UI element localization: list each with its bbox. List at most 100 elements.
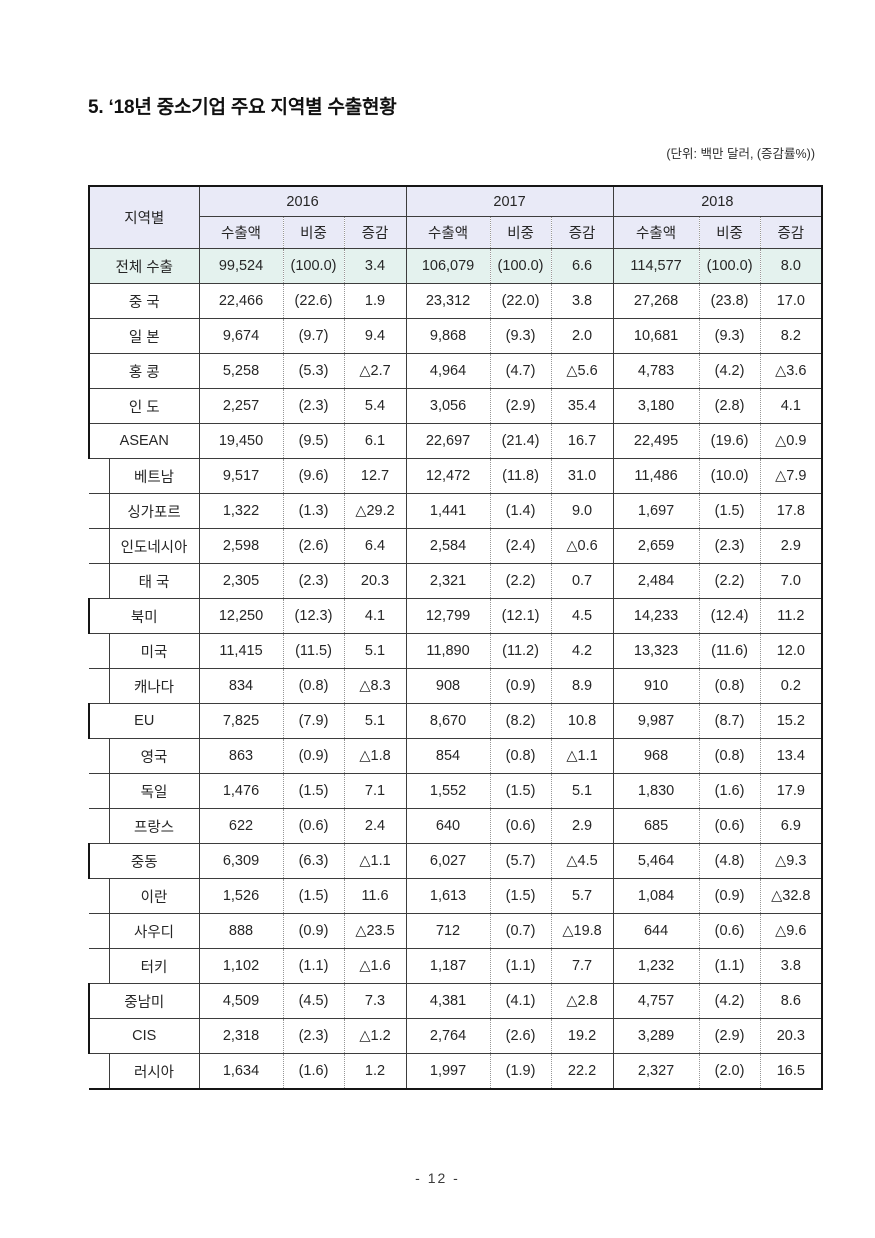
- value-cell: 3.8: [550, 283, 614, 319]
- value-cell: △1.8: [343, 738, 407, 774]
- value-cell: (23.8): [698, 283, 761, 319]
- region-cell: 캐나다: [108, 668, 200, 704]
- table-row: EU 7,825 (7.9) 5.1 8,670 (8.2) 10.8 9,987 (8.7) 1…: [88, 703, 824, 739]
- region-cell: CIS: [88, 1018, 200, 1054]
- value-cell: △9.3: [759, 843, 824, 879]
- value-cell: (2.9): [489, 388, 552, 424]
- value-cell: △4.5: [550, 843, 614, 879]
- value-cell: 11,890: [405, 633, 491, 669]
- table-row: 러시아 1,634 (1.6) 1.2 1,997 (1.9) 22.2 2,327 (2.0)…: [89, 1053, 824, 1090]
- value-cell: 2,257: [198, 388, 283, 424]
- value-cell: 17.0: [759, 283, 824, 319]
- value-cell: 6.4: [343, 528, 407, 564]
- col-header-change: 증감: [343, 216, 407, 249]
- value-cell: 4,509: [198, 983, 283, 1019]
- value-cell: 10.8: [550, 703, 614, 739]
- value-cell: 17.9: [759, 773, 824, 809]
- region-header-cell: 지역별: [88, 185, 200, 249]
- value-cell: (7.9): [282, 703, 344, 739]
- value-cell: (5.7): [489, 843, 552, 879]
- region-cell: EU: [88, 703, 200, 739]
- value-cell: (1.5): [489, 773, 552, 809]
- table-row: 사우디 888 (0.9) △23.5 712 (0.7) △19.8 644 (0.6) △9.…: [89, 913, 824, 949]
- value-cell: 1,322: [198, 493, 283, 529]
- value-cell: △29.2: [343, 493, 407, 529]
- header-row-years: 지역별 2016 2017 2018: [88, 185, 824, 249]
- value-cell: (5.3): [282, 353, 344, 389]
- value-cell: 11.2: [759, 598, 824, 634]
- col-header-share: 비중: [282, 216, 344, 249]
- value-cell: 1,102: [198, 948, 283, 984]
- value-cell: 1,634: [198, 1053, 283, 1090]
- table-row: 이란 1,526 (1.5) 11.6 1,613 (1.5) 5.7 1,084 (0.9) △…: [89, 878, 824, 914]
- value-cell: 2.9: [759, 528, 824, 564]
- value-cell: 8,670: [405, 703, 491, 739]
- table-row: 중동 6,309 (6.3) △1.1 6,027 (5.7) △4.5 5,464 (4.8)…: [88, 843, 824, 879]
- value-cell: △5.6: [550, 353, 614, 389]
- col-header-change: 증감: [550, 216, 614, 249]
- value-cell: △3.6: [759, 353, 824, 389]
- year-header-2016: 2016: [198, 185, 407, 217]
- value-cell: 2,327: [612, 1053, 700, 1090]
- value-cell: 13.4: [759, 738, 824, 774]
- value-cell: 1,441: [405, 493, 491, 529]
- page-number: - 12 -: [415, 1170, 460, 1186]
- region-cell: 중남미: [88, 983, 200, 1019]
- value-cell: 6.1: [343, 423, 407, 459]
- value-cell: 9,517: [198, 458, 283, 494]
- col-header-export: 수출액: [198, 216, 283, 249]
- col-header-export: 수출액: [405, 216, 491, 249]
- value-cell: (2.6): [489, 1018, 552, 1054]
- value-cell: (2.3): [282, 388, 344, 424]
- value-cell: 8.2: [759, 318, 824, 354]
- value-cell: (1.4): [489, 493, 552, 529]
- value-cell: (2.0): [698, 1053, 761, 1090]
- value-cell: (2.6): [282, 528, 344, 564]
- table-row: 북미 12,250 (12.3) 4.1 12,799 (12.1) 4.5 14,233 (1…: [88, 598, 824, 634]
- value-cell: 0.2: [759, 668, 824, 704]
- table-row: 독일 1,476 (1.5) 7.1 1,552 (1.5) 5.1 1,830 (1.6) 17…: [89, 773, 824, 809]
- table-row: ASEAN 19,450 (9.5) 6.1 22,697 (21.4) 16.7 22,49…: [88, 423, 824, 459]
- value-cell: 9.4: [343, 318, 407, 354]
- value-cell: 2,584: [405, 528, 491, 564]
- value-cell: 12,472: [405, 458, 491, 494]
- value-cell: (0.7): [489, 913, 552, 949]
- value-cell: 7,825: [198, 703, 283, 739]
- value-cell: 622: [198, 808, 283, 844]
- value-cell: △0.6: [550, 528, 614, 564]
- indent-cell: [89, 808, 109, 844]
- region-cell: 태 국: [108, 563, 200, 599]
- table-row: 홍 콩 5,258 (5.3) △2.7 4,964 (4.7) △5.6 4,783 (4.2…: [88, 353, 824, 389]
- value-cell: 3,289: [612, 1018, 700, 1054]
- value-cell: 910: [612, 668, 700, 704]
- value-cell: 19.2: [550, 1018, 614, 1054]
- value-cell: 888: [198, 913, 283, 949]
- value-cell: 4.5: [550, 598, 614, 634]
- value-cell: (2.3): [698, 528, 761, 564]
- value-cell: 12,799: [405, 598, 491, 634]
- table-row: 태 국 2,305 (2.3) 20.3 2,321 (2.2) 0.7 2,484 (2.2)…: [89, 563, 824, 599]
- value-cell: 1.2: [343, 1053, 407, 1090]
- region-cell: 영국: [108, 738, 200, 774]
- value-cell: 3,180: [612, 388, 700, 424]
- indent-cell: [89, 493, 109, 529]
- value-cell: (1.5): [282, 878, 344, 914]
- col-header-share: 비중: [489, 216, 552, 249]
- table-row: 일 본 9,674 (9.7) 9.4 9,868 (9.3) 2.0 10,681 (9.3)…: [88, 318, 824, 354]
- value-cell: (0.6): [698, 913, 761, 949]
- value-cell: 5,258: [198, 353, 283, 389]
- value-cell: (11.2): [489, 633, 552, 669]
- value-cell: 1.9: [343, 283, 407, 319]
- value-cell: 1,697: [612, 493, 700, 529]
- value-cell: 640: [405, 808, 491, 844]
- value-cell: (9.6): [282, 458, 344, 494]
- col-header-share: 비중: [698, 216, 761, 249]
- value-cell: △9.6: [759, 913, 824, 949]
- region-cell: 북미: [88, 598, 200, 634]
- value-cell: 4.2: [550, 633, 614, 669]
- value-cell: 99,524: [198, 248, 283, 284]
- region-cell: 러시아: [108, 1053, 200, 1090]
- value-cell: (10.0): [698, 458, 761, 494]
- value-cell: (22.0): [489, 283, 552, 319]
